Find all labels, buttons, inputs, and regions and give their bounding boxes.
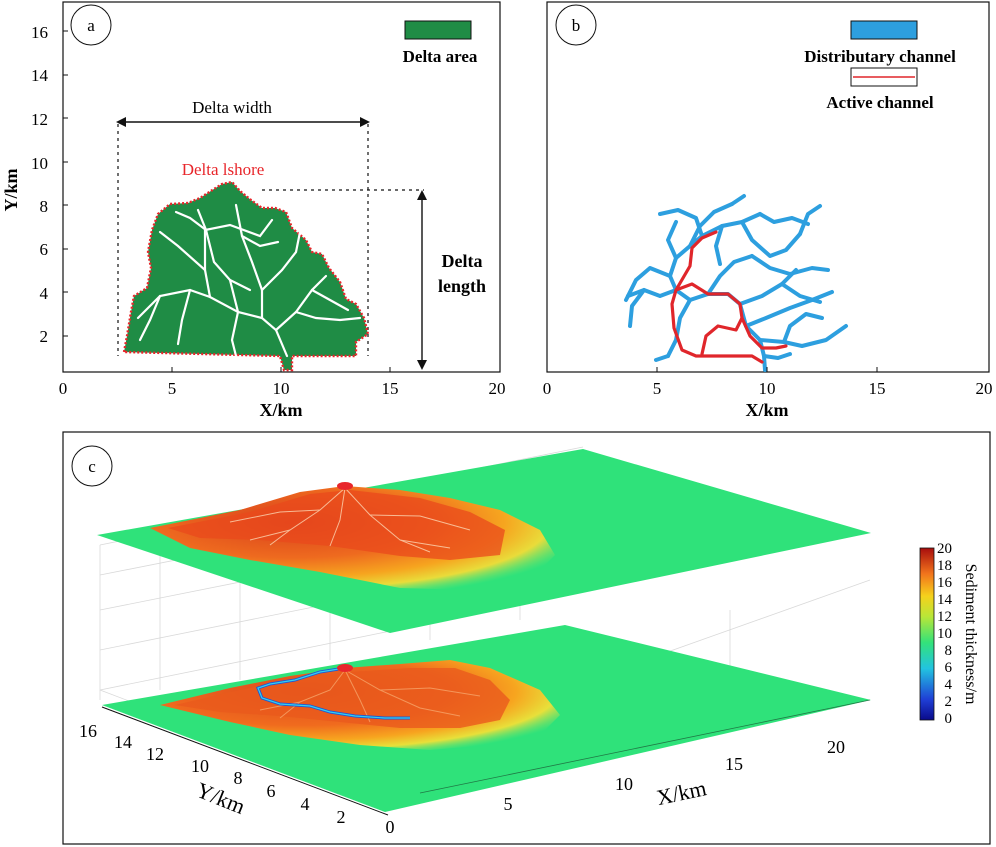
xtick-b-5: 5 xyxy=(653,379,662,398)
active-channel xyxy=(670,230,788,364)
panel-c-letter-circle xyxy=(71,445,113,487)
ytick-a-16: 16 xyxy=(31,23,48,42)
cbar-tick-10: 10 xyxy=(937,626,952,642)
panel-c: c xyxy=(62,431,991,845)
cbar-tick-12: 12 xyxy=(937,609,952,625)
xtick-a-10: 10 xyxy=(273,379,290,398)
panel-c-letter: c xyxy=(88,457,96,476)
delta-length-label-line2: length xyxy=(438,276,486,296)
cbar-tick-20: 20 xyxy=(937,541,952,557)
ytick-a-10: 10 xyxy=(31,154,48,173)
panel-b-tick-marks xyxy=(656,367,878,372)
xtick-c-15: 15 xyxy=(725,754,743,774)
ytick-c-16: 16 xyxy=(79,721,97,741)
xtick-a-0: 0 xyxy=(59,379,68,398)
colorbar xyxy=(919,547,935,721)
panel-a: a Delta area Delta width Delta length xyxy=(1,1,506,420)
bottom-surface-channels xyxy=(259,669,481,723)
cbar-tick-8: 8 xyxy=(945,643,953,659)
xtick-b-20: 20 xyxy=(976,379,993,398)
panel-a-x-ticks: 0 5 10 15 20 xyxy=(59,379,506,398)
delta-width-arrowhead-left xyxy=(116,117,126,127)
delta-width-label: Delta width xyxy=(192,98,272,117)
cbar-tick-14: 14 xyxy=(937,592,953,608)
ytick-a-2: 2 xyxy=(40,327,49,346)
delta-width-arrowhead-right xyxy=(360,117,370,127)
panel-c-y-axis xyxy=(101,706,389,816)
delta-area-shape xyxy=(122,180,370,372)
top-surface-delta-core xyxy=(168,490,505,560)
xtick-c-5: 5 xyxy=(504,794,513,814)
cbar-tick-6: 6 xyxy=(945,660,953,676)
colorbar-ticks: 20 18 16 14 12 10 8 6 4 2 0 xyxy=(937,541,953,727)
panel-b-letter-circle xyxy=(555,4,597,46)
bottom-surface-delta-core xyxy=(175,668,510,728)
delta-channels-white xyxy=(136,203,362,358)
panel-c-y-ticks: 16 14 12 10 8 6 4 2 0 xyxy=(79,721,395,837)
xtick-a-15: 15 xyxy=(382,379,399,398)
xtick-a-20: 20 xyxy=(489,379,506,398)
bottom-surface-source xyxy=(337,664,353,672)
panel-a-ylabel: Y/km xyxy=(1,168,21,211)
xtick-c-20: 20 xyxy=(827,737,845,757)
panel-b: b Distributary channel Active channel xyxy=(543,1,993,420)
panel-b-letter: b xyxy=(572,16,581,35)
ytick-a-12: 12 xyxy=(31,110,48,129)
ytick-c-2: 2 xyxy=(337,807,346,827)
ytick-c-8: 8 xyxy=(234,768,243,788)
legend-active-label: Active channel xyxy=(826,93,933,112)
delta-length-label-line1: Delta xyxy=(442,251,483,271)
ytick-c-10: 10 xyxy=(191,756,209,776)
colorbar-label: Sediment thickness/m xyxy=(962,564,979,705)
bottom-surface-active-channel-core xyxy=(257,667,410,719)
ytick-a-8: 8 xyxy=(40,197,49,216)
top-surface-channels xyxy=(229,487,471,553)
panel-a-letter: a xyxy=(87,16,95,35)
delta-shore-label: Delta lshore xyxy=(182,160,265,179)
ytick-a-14: 14 xyxy=(31,66,49,85)
panel-c-xlabel: X/km xyxy=(654,775,708,810)
ytick-c-12: 12 xyxy=(146,744,164,764)
panel-a-xlabel: X/km xyxy=(259,400,302,420)
xtick-b-0: 0 xyxy=(543,379,552,398)
panel-a-y-ticks: 2 4 6 8 10 12 14 16 xyxy=(31,23,49,346)
panel-b-x-ticks: 0 5 10 15 20 xyxy=(543,379,993,398)
ytick-c-6: 6 xyxy=(267,781,276,801)
panel-a-tick-marks xyxy=(63,30,391,372)
delta-length-arrowhead-top xyxy=(417,190,427,200)
panel-b-frame xyxy=(546,1,990,373)
cbar-tick-2: 2 xyxy=(945,694,953,710)
panel-c-x-axis xyxy=(419,699,871,794)
cbar-tick-4: 4 xyxy=(945,677,953,693)
panel-c-x-ticks: 5 10 15 20 xyxy=(504,737,846,814)
panel-c-frame xyxy=(62,431,991,845)
ytick-a-4: 4 xyxy=(40,284,49,303)
ytick-c-14: 14 xyxy=(114,732,132,752)
panel-a-letter-circle xyxy=(70,4,112,46)
ytick-a-6: 6 xyxy=(40,240,49,259)
cbar-tick-18: 18 xyxy=(937,558,952,574)
cbar-tick-16: 16 xyxy=(937,575,953,591)
xtick-a-5: 5 xyxy=(168,379,177,398)
legend-delta-area-label: Delta area xyxy=(403,47,478,66)
xtick-b-15: 15 xyxy=(869,379,886,398)
xtick-c-10: 10 xyxy=(615,774,633,794)
xtick-b-10: 10 xyxy=(759,379,776,398)
legend-distributary-swatch xyxy=(850,20,918,40)
legend-distributary-label: Distributary channel xyxy=(804,47,956,66)
delta-length-arrowhead-bottom xyxy=(417,360,427,370)
top-surface-source xyxy=(337,482,353,490)
panel-b-xlabel: X/km xyxy=(745,400,788,420)
ytick-c-4: 4 xyxy=(301,794,310,814)
legend-delta-area-swatch xyxy=(404,20,472,40)
cbar-tick-0: 0 xyxy=(945,711,953,727)
ytick-c-0: 0 xyxy=(386,817,395,837)
distributary-channels xyxy=(624,194,848,372)
